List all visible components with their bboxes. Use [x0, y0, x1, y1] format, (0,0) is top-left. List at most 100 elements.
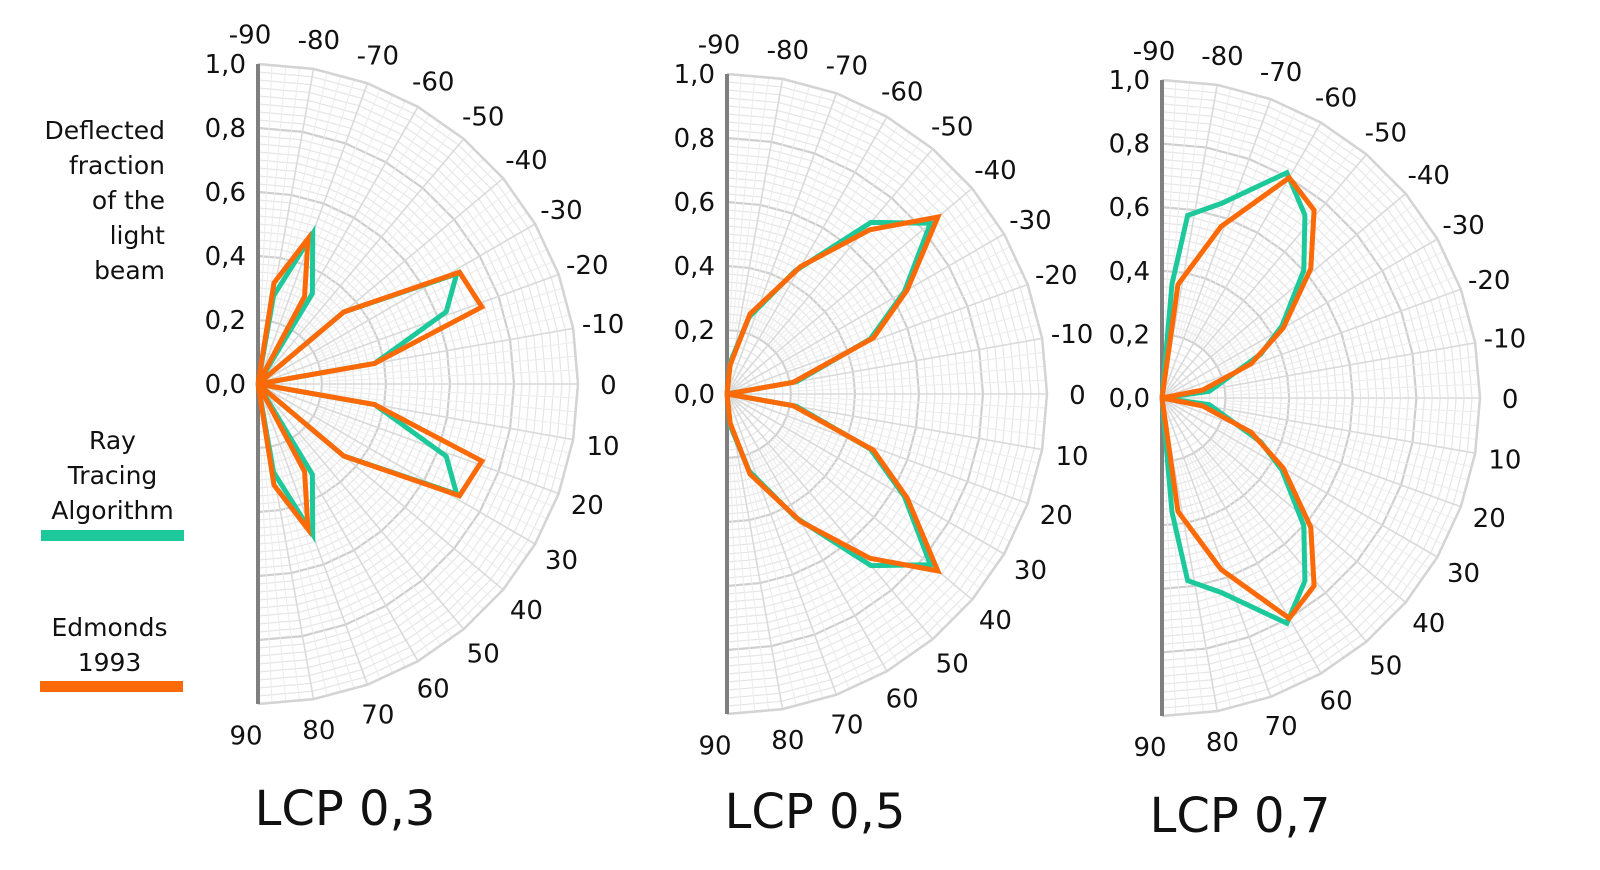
grid-spoke-minor [732, 75, 756, 331]
grid-spoke-minor [760, 447, 900, 665]
grid-spoke-minor [1195, 129, 1334, 345]
angle-tick-label: -40 [1408, 161, 1450, 191]
grid-spoke-minor [310, 420, 521, 568]
grid-spoke-major [726, 283, 1028, 395]
grid-spoke-minor [753, 451, 863, 685]
radial-tick-label: 0,6 [205, 178, 246, 208]
angle-tick-label: 50 [467, 639, 500, 669]
grid-spoke-minor [788, 410, 1037, 478]
grid-spoke-minor [260, 447, 273, 704]
angle-tick-label: -10 [1051, 320, 1093, 350]
grid-spoke-minor [743, 84, 811, 333]
grid-spoke-minor [1219, 424, 1451, 533]
grid-spoke-minor [771, 438, 954, 621]
grid-spoke-minor [304, 426, 495, 601]
polar-chart-2: 0,0 0,2 0,4 0,6 0,8 1,0-90 -80 -70 -60 -50-40 -30 -… [674, 31, 1094, 840]
grid-spoke-minor [315, 410, 549, 520]
angle-tick-label: -70 [826, 52, 868, 82]
grid-spoke-minor [734, 76, 770, 331]
angle-tick-label: -20 [1468, 266, 1510, 296]
grid-outer-ring [1161, 78, 1482, 718]
grid-spoke-minor [302, 428, 485, 611]
angle-tick-label: -10 [582, 310, 624, 340]
grid-spoke-minor [734, 457, 770, 712]
grid-spoke-minor [294, 436, 442, 647]
grid-spoke-minor [1225, 403, 1479, 427]
chart-title: LCP 0,7 [1150, 788, 1331, 844]
grid-spoke-minor [1224, 405, 1478, 441]
grid-spoke-major [1161, 397, 1322, 674]
grid-spoke-minor [790, 379, 1047, 392]
grid-spoke-minor [265, 66, 301, 321]
grid-spoke-minor [260, 64, 273, 321]
grid-spoke-minor [314, 235, 543, 355]
grid-spoke-minor [300, 430, 475, 621]
grid-spoke-minor [1206, 172, 1388, 354]
grid-spoke-minor [1212, 436, 1415, 592]
grid-spoke-major [257, 383, 559, 495]
grid-spoke-major [1161, 397, 1368, 643]
radial-tick-label: 0,2 [1109, 320, 1150, 350]
radial-tick-label: 1,0 [205, 50, 246, 80]
grid-spoke-minor [263, 447, 287, 703]
grid-spoke-minor [790, 351, 1045, 387]
grid-spoke-minor [1223, 411, 1473, 468]
grid-spoke-minor [1204, 163, 1378, 352]
grid-spoke-minor [756, 450, 876, 679]
grid-spoke-minor [743, 455, 811, 704]
grid-spoke-minor [1223, 328, 1473, 385]
grid-spoke-minor [1204, 444, 1378, 633]
grid-spoke-minor [1222, 416, 1466, 495]
grid-spoke-minor [1164, 461, 1177, 716]
angle-tick-label: -30 [1442, 211, 1484, 241]
angle-tick-label: 70 [830, 710, 863, 740]
angle-tick-label: 60 [417, 674, 450, 704]
angle-tick-label: -60 [1315, 83, 1357, 113]
grid-spoke-minor [1188, 109, 1297, 341]
grid-spoke-minor [316, 408, 554, 507]
grid-spoke-minor [1180, 94, 1259, 338]
chart-title: LCP 0,3 [255, 781, 436, 837]
grid-spoke-minor [1225, 369, 1479, 393]
grid-spoke-minor [310, 200, 521, 348]
angle-tick-label: 90 [1133, 733, 1166, 763]
angle-tick-label: -20 [1035, 261, 1077, 291]
radial-tick-label: 0,6 [674, 188, 715, 218]
grid-spoke-minor [276, 78, 355, 324]
grid-spoke-major [1161, 288, 1462, 399]
angle-tick-label: -30 [540, 196, 582, 226]
angle-tick-label: 50 [1369, 652, 1402, 682]
grid-spoke-minor [769, 440, 944, 631]
grid-spoke-minor [1213, 215, 1423, 362]
grid-spoke-minor [785, 418, 1023, 517]
grid-spoke-major [1161, 397, 1272, 698]
angle-tick-label: 90 [229, 721, 262, 751]
grid-spoke-minor [263, 65, 287, 321]
angle-tick-label: -30 [1009, 206, 1051, 236]
grid-spoke-minor [304, 167, 495, 342]
grid-spoke-minor [732, 457, 756, 713]
grid-spoke-major [726, 233, 1005, 395]
grid-spoke-minor [1224, 355, 1478, 391]
grid-spoke-minor [316, 261, 554, 360]
grid-spoke-minor [1223, 413, 1470, 481]
radial-tick-label: 0,8 [674, 124, 715, 154]
angle-tick-label: 10 [1056, 442, 1089, 472]
grid-spoke-minor [779, 430, 990, 578]
grid-spoke-minor [300, 147, 475, 338]
grid-outer-ring [726, 72, 1049, 716]
grid-spoke-minor [320, 314, 571, 371]
angle-tick-label: 20 [1040, 501, 1073, 531]
angle-tick-label: -10 [1484, 325, 1526, 355]
grid-spoke-minor [771, 167, 954, 350]
grid-spoke-minor [790, 365, 1046, 389]
grid-spoke-minor [789, 407, 1040, 464]
grid-spoke-minor [314, 413, 543, 533]
grid-spoke-major [1161, 122, 1322, 399]
grid-spoke-minor [1200, 145, 1356, 348]
grid-spoke-minor [320, 397, 571, 454]
grid-spoke-minor [296, 434, 454, 639]
grid-spoke-minor [777, 432, 982, 590]
grid-spoke-minor [1177, 90, 1245, 337]
angle-tick-label: 70 [361, 700, 394, 730]
